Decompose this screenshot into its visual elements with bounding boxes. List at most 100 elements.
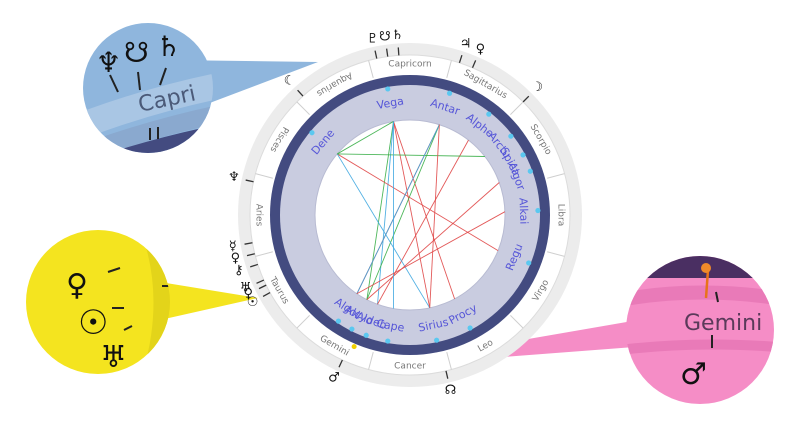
chiron-icon: ⚷ bbox=[234, 263, 244, 278]
star-marker bbox=[486, 111, 492, 117]
moon-right-icon: ☽ bbox=[531, 80, 543, 95]
saturn-icon: ♄ bbox=[392, 28, 404, 43]
aries-callout: ♀ ☉ ♅ bbox=[26, 230, 170, 375]
mercury-icon: ☿ bbox=[229, 239, 237, 254]
gemini-callout: Gemini ♂ bbox=[626, 256, 774, 404]
planet-tick bbox=[256, 279, 265, 284]
sign-divider bbox=[510, 315, 524, 329]
sign-label: Capricorn bbox=[388, 60, 431, 70]
pluto-icon: ♇ bbox=[367, 31, 379, 46]
sign-label: Libra bbox=[556, 204, 566, 226]
star-marker bbox=[434, 337, 440, 343]
star-marker bbox=[385, 338, 391, 344]
sign-divider bbox=[255, 251, 273, 257]
sign-divider bbox=[446, 60, 452, 78]
planet-tick bbox=[245, 179, 254, 183]
star-marker bbox=[520, 152, 526, 158]
star-marker bbox=[349, 326, 355, 332]
star-label: Vega bbox=[376, 94, 405, 112]
mars-icon: ♂ bbox=[680, 357, 707, 392]
aspect-line bbox=[429, 124, 440, 308]
gemini-marker bbox=[351, 344, 357, 350]
uranus-icon: ♅ bbox=[100, 340, 127, 375]
venus-lower-icon: ♀ bbox=[243, 286, 253, 301]
planet-tick bbox=[471, 60, 477, 68]
planet-tick bbox=[258, 284, 267, 290]
planet-ticks bbox=[244, 47, 530, 379]
star-marker bbox=[526, 260, 532, 266]
aspect-line bbox=[337, 121, 394, 155]
sign-label: Cancer bbox=[394, 362, 426, 372]
aspect-line bbox=[377, 121, 394, 305]
star-label: Sirius bbox=[417, 315, 450, 334]
capricorn-callout: Capri ♆ ☋ ♄ bbox=[83, 23, 213, 153]
aspect-line bbox=[337, 153, 485, 157]
venus-icon: ♀ bbox=[231, 251, 241, 266]
planet-tick bbox=[297, 89, 304, 97]
sign-divider bbox=[510, 101, 524, 115]
north-node-icon: ☊ bbox=[445, 383, 457, 398]
planet-tick bbox=[397, 47, 400, 56]
sign-divider bbox=[255, 173, 273, 179]
chart-wheel: CapricornSagittariusScorpioLibraVirgoLeo… bbox=[228, 28, 582, 398]
planet-tick bbox=[262, 292, 271, 298]
aspect-line bbox=[336, 153, 431, 309]
star-marker bbox=[385, 86, 391, 92]
ceres-icon: ☋ bbox=[379, 29, 391, 44]
jupiter-icon: ♃ bbox=[460, 36, 472, 51]
aspect-line bbox=[366, 124, 440, 300]
planet-tick bbox=[338, 359, 343, 368]
sign-divider bbox=[368, 60, 374, 78]
mars-icon: ♂ bbox=[328, 371, 340, 386]
aspect-lines bbox=[336, 121, 506, 309]
sun-icon: ☉ bbox=[247, 295, 259, 310]
planet-tick bbox=[458, 55, 463, 64]
planet-tick bbox=[374, 50, 378, 59]
planet-tick bbox=[445, 370, 449, 379]
planet-tick bbox=[250, 263, 259, 268]
venus-icon: ♀ bbox=[66, 268, 88, 303]
neptune-icon: ♆ bbox=[228, 170, 240, 185]
venus-ascendant-icon: ♀ bbox=[476, 42, 486, 57]
sign-divider bbox=[446, 352, 452, 370]
planet-tick bbox=[244, 242, 253, 245]
sign-dividers bbox=[255, 60, 565, 370]
moon-left-icon: ☾ bbox=[284, 74, 296, 89]
planet-tick bbox=[246, 253, 255, 257]
star-marker bbox=[527, 168, 533, 174]
sign-divider bbox=[296, 315, 310, 329]
aspect-line bbox=[393, 121, 431, 309]
sign-divider bbox=[368, 352, 374, 370]
neptune-icon: ♆ bbox=[96, 46, 121, 79]
aries-callout-circle bbox=[26, 230, 170, 374]
aspect-line bbox=[356, 124, 440, 294]
star-marker bbox=[309, 130, 315, 136]
saturn-icon: ♄ bbox=[156, 30, 181, 63]
star-label: Alkai bbox=[516, 198, 530, 225]
aries-callout-pointer bbox=[160, 282, 258, 320]
sun-icon: ☉ bbox=[78, 303, 108, 343]
planet-tick bbox=[522, 95, 530, 103]
star-marker bbox=[446, 90, 453, 96]
uranus-icon: ♅ bbox=[240, 281, 252, 296]
sign-divider bbox=[296, 101, 310, 115]
aspect-line bbox=[336, 153, 499, 251]
star-marker bbox=[467, 325, 473, 331]
star-marker bbox=[508, 133, 514, 139]
inner-circle bbox=[314, 119, 506, 311]
star-marker bbox=[335, 318, 342, 324]
aspect-line bbox=[393, 121, 456, 300]
star-label: Cape bbox=[375, 317, 405, 335]
sign-divider bbox=[547, 173, 565, 179]
aspect-line bbox=[356, 211, 506, 295]
planet-glyphs: ♇ ☋ ♄♃ ♀☾ ☽♆☿♀⚷♀☉♅♂☊ bbox=[228, 28, 543, 398]
aspect-line bbox=[366, 121, 394, 300]
star-marker bbox=[363, 332, 369, 338]
ceres-icon: ☋ bbox=[124, 36, 149, 69]
star-marker bbox=[535, 207, 541, 214]
sign-label: Aries bbox=[254, 204, 264, 227]
planet-tick bbox=[385, 48, 389, 57]
sign-divider bbox=[547, 251, 565, 257]
